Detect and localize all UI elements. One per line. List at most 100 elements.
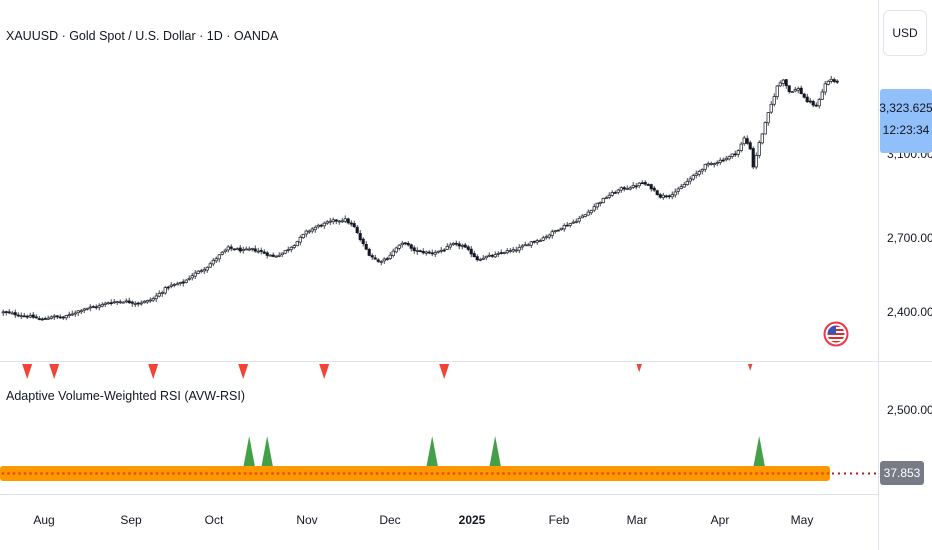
candle-body (781, 79, 785, 84)
time-axis[interactable]: Aug Sep Oct Nov Dec 2025 Feb Mar Apr May (33, 513, 813, 527)
candle-body (472, 253, 476, 258)
candle-body (316, 224, 320, 228)
buy-signal-marker (489, 436, 502, 468)
candle-body (715, 162, 719, 164)
avw-rsi-dot (672, 472, 676, 475)
candle-body (175, 283, 179, 286)
candle-body (73, 312, 77, 315)
candle-body (379, 261, 383, 263)
avw-rsi-dot (766, 472, 769, 475)
avw-rsi-dot (293, 472, 296, 475)
candle-body (424, 251, 428, 254)
avw-rsi-dot (722, 472, 725, 475)
candle-body (256, 250, 260, 253)
candle-body (58, 316, 62, 319)
candle-body (370, 255, 374, 258)
candle-body (766, 112, 770, 124)
candle-body (346, 218, 350, 224)
candle-body (91, 306, 95, 308)
us-flag-icon[interactable] (823, 321, 849, 347)
candle-body (220, 251, 224, 255)
candle-body (277, 254, 281, 257)
candle-body (532, 240, 536, 243)
avw-rsi-dot (650, 472, 654, 475)
candle-body (244, 248, 248, 251)
candle-body (133, 303, 137, 305)
candle-body (115, 301, 119, 304)
currency-button-label: USD (892, 26, 918, 40)
avw-rsi-dot (760, 472, 764, 475)
candle-body (301, 234, 305, 239)
avw-rsi-dot (34, 472, 38, 475)
candle-body (106, 302, 110, 305)
candle-body (568, 223, 572, 226)
sell-signal-marker (148, 364, 159, 379)
candle-body (784, 79, 788, 86)
candle-body (214, 258, 218, 262)
sell-signal-marker (747, 364, 753, 371)
avw-rsi-line (0, 466, 830, 481)
avw-rsi-dot (518, 472, 522, 475)
candle-body (778, 82, 782, 87)
avw-rsi-dot (689, 472, 692, 475)
candle-body (205, 267, 209, 271)
avw-rsi-dot (23, 472, 27, 475)
avw-rsi-dot (579, 472, 582, 475)
avw-rsi-dot (139, 472, 142, 475)
candle-body (385, 258, 389, 260)
candle-body (721, 159, 725, 162)
candle-body (340, 220, 344, 223)
candle-body (484, 255, 488, 259)
avw-rsi-dot (700, 472, 703, 475)
sell-signal-marker (636, 364, 642, 373)
candle-body (448, 244, 452, 248)
avw-rsi-dot (106, 472, 109, 475)
symbol-title[interactable]: XAUUSD · Gold Spot / U.S. Dollar · 1D · … (6, 29, 279, 43)
candle-body (562, 225, 566, 230)
avw-rsi-dot (458, 472, 461, 475)
candle-body (601, 198, 605, 204)
candle-body (718, 159, 722, 163)
avw-rsi-dot (155, 472, 159, 475)
candle-body (523, 244, 527, 247)
candle-body (229, 246, 233, 249)
candle-body (406, 242, 410, 246)
candle-body (166, 286, 170, 289)
candle-body (463, 244, 467, 248)
candle-body (232, 248, 236, 251)
currency-button[interactable]: USD (883, 10, 927, 56)
candle-body (199, 270, 203, 273)
candle-body (496, 252, 500, 255)
avw-rsi-dot (815, 472, 819, 475)
candle-body (112, 301, 116, 304)
avw-rsi-dot (414, 472, 417, 475)
candle-body (349, 222, 353, 225)
candle-body (55, 315, 59, 318)
candle-body (712, 163, 716, 166)
avw-rsi-dot (111, 472, 115, 475)
indicator-title[interactable]: Adaptive Volume-Weighted RSI (AVW-RSI) (6, 389, 245, 403)
candle-body (343, 218, 347, 222)
candle-body (181, 281, 185, 284)
avw-rsi-dot (194, 472, 197, 475)
avw-rsi-dot (793, 472, 797, 475)
candle-body (661, 194, 665, 198)
candle-body (16, 314, 20, 317)
time-axis-label: Aug (33, 513, 54, 527)
avw-rsi-dot (172, 472, 175, 475)
candle-body (226, 246, 230, 251)
candle-body (217, 254, 221, 260)
candle-body (280, 252, 284, 255)
candle-body (775, 85, 779, 98)
candle-body (604, 197, 608, 200)
candle-body (451, 243, 455, 246)
candle-body (154, 295, 158, 300)
candle-body (646, 184, 650, 186)
avw-rsi-dot (584, 472, 588, 475)
time-axis-label: Sep (120, 513, 142, 527)
candle-body (193, 272, 197, 277)
candle-body (388, 254, 392, 259)
candle-body (169, 284, 173, 287)
candle-body (514, 249, 518, 252)
avw-rsi-dot (18, 472, 21, 475)
